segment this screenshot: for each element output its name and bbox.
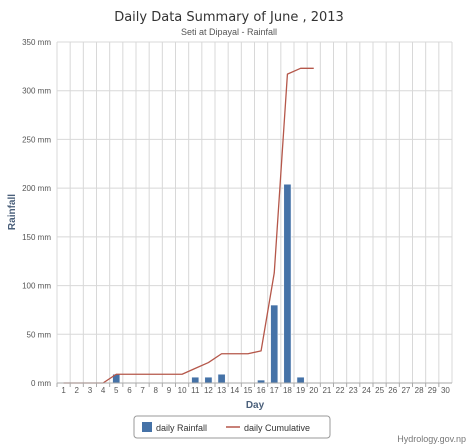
x-tick-label: 1 <box>61 386 66 395</box>
chart-title: Daily Data Summary of June , 2013 <box>114 10 344 25</box>
x-tick-label: 20 <box>309 386 318 395</box>
chart-subtitle: Seti at Dipayal - Rainfall <box>181 27 277 37</box>
x-tick-label: 27 <box>401 386 410 395</box>
rainfall-bar[interactable] <box>270 304 279 384</box>
rainfall-bar[interactable] <box>283 183 292 384</box>
x-tick-label: 30 <box>441 386 450 395</box>
x-tick-label: 16 <box>257 386 266 395</box>
x-tick-label: 23 <box>349 386 358 395</box>
x-tick-label: 11 <box>191 386 200 395</box>
y-tick-label: 250 mm <box>22 135 51 144</box>
x-tick-label: 18 <box>283 386 292 395</box>
x-tick-label: 29 <box>428 386 437 395</box>
x-tick-label: 15 <box>243 386 252 395</box>
y-axis-title: Rainfall <box>7 194 18 230</box>
credit-text: Hydrology.gov.np <box>397 434 466 444</box>
x-tick-label: 5 <box>114 386 119 395</box>
x-tick-label: 8 <box>154 386 159 395</box>
x-tick-label: 10 <box>178 386 187 395</box>
x-tick-label: 14 <box>230 386 239 395</box>
rainfall-bar[interactable] <box>204 376 213 384</box>
x-tick-label: 2 <box>75 386 80 395</box>
x-tick-label: 13 <box>217 386 226 395</box>
x-tick-label: 28 <box>415 386 424 395</box>
x-tick-label: 21 <box>322 386 331 395</box>
x-tick-label: 9 <box>167 386 172 395</box>
x-tick-label: 3 <box>88 386 93 395</box>
x-tick-label: 7 <box>140 386 145 395</box>
x-tick-label: 17 <box>270 386 279 395</box>
x-tick-label: 25 <box>375 386 384 395</box>
x-tick-label: 4 <box>101 386 106 395</box>
y-tick-label: 100 mm <box>22 282 51 291</box>
legend-rainfall-label: daily Rainfall <box>156 423 207 433</box>
x-tick-label: 19 <box>296 386 305 395</box>
legend-cumulative-label: daily Cumulative <box>244 423 310 433</box>
axes: 0 mm 50 mm 100 mm 150 mm 200 mm 250 mm 300 mm 3… <box>22 38 452 395</box>
legend: daily Rainfall daily Cumulative <box>133 415 331 439</box>
x-tick-label: 12 <box>204 386 213 395</box>
cumulative-line-path[interactable] <box>63 67 314 384</box>
x-tick-label: 22 <box>336 386 345 395</box>
grid-lines <box>56 41 453 384</box>
rainfall-bar[interactable] <box>191 376 200 384</box>
y-tick-label: 300 mm <box>22 87 51 96</box>
legend-rainfall-swatch <box>142 422 152 432</box>
y-tick-label: 200 mm <box>22 184 51 193</box>
x-tick-label: 6 <box>127 386 132 395</box>
y-tick-label: 150 mm <box>22 233 51 242</box>
rainfall-bar[interactable] <box>217 373 226 384</box>
y-tick-label: 50 mm <box>27 330 52 339</box>
y-tick-label: 0 mm <box>31 379 51 388</box>
cumulative-line <box>63 67 314 384</box>
legend-item-rainfall[interactable]: daily Rainfall <box>142 422 207 433</box>
x-axis-title: Day <box>246 400 265 411</box>
x-tick-label: 24 <box>362 386 371 395</box>
legend-item-cumulative[interactable]: daily Cumulative <box>226 423 310 433</box>
y-tick-label: 350 mm <box>22 38 51 47</box>
x-tick-label: 26 <box>388 386 397 395</box>
rainfall-bar[interactable] <box>296 376 305 384</box>
